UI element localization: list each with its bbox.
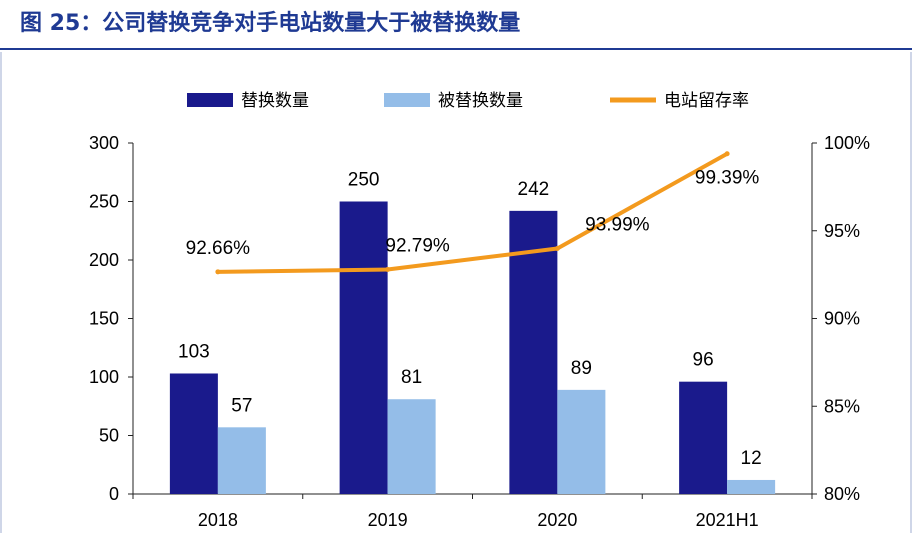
retention-rate-line <box>217 151 729 274</box>
bar-replaced <box>169 373 218 494</box>
bar-data-label: 57 <box>231 395 252 416</box>
figure-title: 图 25：公司替换竞争对手电站数量大于被替换数量 <box>20 11 521 36</box>
category-label: 2018 <box>198 510 238 530</box>
frame-right-border <box>910 52 912 533</box>
bar-replaced <box>339 201 388 494</box>
line-data-label: 92.79% <box>385 236 450 257</box>
line-data-label: 92.66% <box>186 238 251 259</box>
category-label: 2021H1 <box>696 510 759 530</box>
bar-replaced-by-others <box>387 399 436 494</box>
bar-data-label: 103 <box>178 341 210 362</box>
right-tick-label: 85% <box>824 396 860 416</box>
bar-replaced-by-others <box>217 427 266 494</box>
left-tick-label: 250 <box>89 192 119 212</box>
legend-swatch <box>384 93 430 107</box>
line-data-label: 93.99% <box>585 214 650 235</box>
bar-data-label: 250 <box>348 170 380 191</box>
line-data-label: 99.39% <box>695 168 760 189</box>
legend-label: 电站留存率 <box>664 91 749 111</box>
bar-replaced <box>679 381 728 494</box>
legend-label: 替换数量 <box>241 91 309 111</box>
bar-replaced-by-others <box>727 479 776 494</box>
title-divider <box>0 48 912 50</box>
left-tick-label: 200 <box>89 250 119 270</box>
legend-swatch <box>187 93 233 107</box>
retention-rate-point <box>215 269 221 275</box>
retention-rate-point <box>554 245 560 251</box>
category-label: 2019 <box>368 510 408 530</box>
bar-data-label: 81 <box>401 367 422 388</box>
left-tick-label: 50 <box>99 426 119 446</box>
bar-data-label: 242 <box>518 179 550 200</box>
bar-replaced <box>509 210 558 495</box>
bar-data-label: 12 <box>741 448 762 469</box>
right-tick-label: 80% <box>824 484 860 504</box>
retention-rate-point <box>385 267 391 273</box>
left-tick-label: 150 <box>89 309 119 329</box>
left-tick-label: 100 <box>89 367 119 387</box>
bar-data-label: 96 <box>693 350 714 371</box>
right-tick-label: 95% <box>824 221 860 241</box>
left-tick-label: 0 <box>109 484 119 504</box>
bar-data-label: 89 <box>571 358 592 379</box>
bar-replaced-by-others <box>557 389 606 494</box>
legend-label: 被替换数量 <box>438 91 523 111</box>
right-tick-label: 100% <box>824 133 870 153</box>
retention-rate-point <box>724 151 730 157</box>
left-tick-label: 300 <box>89 133 119 153</box>
category-label: 2020 <box>537 510 577 530</box>
right-tick-label: 90% <box>824 309 860 329</box>
frame-left-border <box>0 52 2 533</box>
